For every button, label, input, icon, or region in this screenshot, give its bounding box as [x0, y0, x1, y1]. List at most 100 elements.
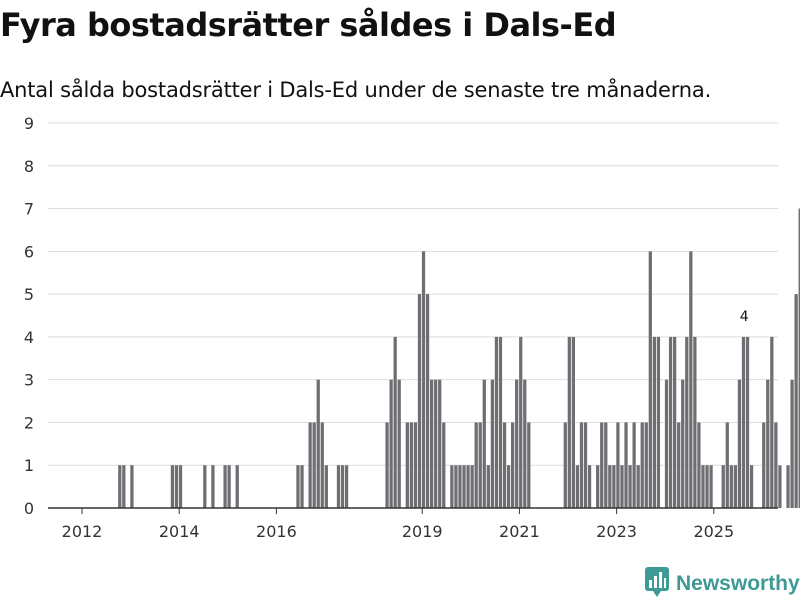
- bar: [745, 336, 750, 508]
- bar: [786, 465, 790, 508]
- bar: [478, 422, 482, 508]
- x-tick-label: 2019: [402, 522, 443, 541]
- bar: [417, 294, 422, 508]
- bar: [462, 465, 466, 508]
- y-tick-label: 0: [24, 499, 34, 518]
- bar: [385, 422, 389, 508]
- bar: [583, 422, 588, 508]
- bar: [612, 465, 616, 508]
- bar: [170, 465, 175, 508]
- bar: [211, 465, 215, 508]
- bar: [616, 422, 620, 508]
- bar: [587, 465, 592, 508]
- bar: [527, 422, 531, 508]
- bar-chart: 0 1 2 3 4 5 6 7 8 9 2012 2014 2016 2019 2021 2023 2025 4: [24, 114, 800, 541]
- bar: [470, 465, 474, 508]
- bar: [316, 379, 320, 508]
- bar: [624, 422, 628, 508]
- bar: [312, 422, 316, 508]
- bar: [523, 379, 527, 508]
- bar: [701, 465, 705, 508]
- bar: [174, 465, 179, 508]
- bar: [434, 379, 438, 508]
- chart-subtitle: Antal sålda bostadsrätter i Dals-Ed unde…: [0, 78, 712, 102]
- bar: [640, 422, 644, 508]
- bar: [393, 336, 397, 508]
- bar: [421, 251, 426, 508]
- bar: [130, 465, 134, 508]
- bar: [604, 422, 608, 508]
- bar: [227, 465, 231, 508]
- newsworthy-chart-icon: [644, 566, 670, 602]
- x-tick-label: 2016: [256, 522, 297, 541]
- bar: [705, 465, 709, 508]
- bar: [575, 465, 580, 508]
- bar: [709, 465, 713, 508]
- bar: [596, 465, 600, 508]
- bar: [425, 294, 430, 508]
- bar: [681, 379, 685, 508]
- bar: [413, 422, 418, 508]
- bar: [697, 422, 701, 508]
- newsworthy-wordmark: Newsworthy: [676, 572, 800, 595]
- bar: [519, 336, 523, 508]
- bar: [223, 465, 227, 508]
- y-tick-label: 8: [24, 157, 34, 176]
- bar: [308, 422, 312, 508]
- bar: [438, 379, 442, 508]
- bar: [608, 465, 612, 508]
- bar: [689, 251, 693, 508]
- bar: [741, 336, 746, 508]
- bar: [506, 465, 511, 508]
- bar: [673, 336, 677, 508]
- bar: [454, 465, 458, 508]
- bar: [118, 465, 122, 508]
- bar: [300, 465, 304, 508]
- x-tick-label: 2012: [62, 522, 103, 541]
- bar: [340, 465, 345, 508]
- bar: [567, 336, 571, 508]
- bar: [203, 465, 207, 508]
- bar: [466, 465, 470, 508]
- bar: [450, 465, 454, 508]
- bar: [770, 336, 774, 508]
- y-tick-label: 3: [24, 371, 34, 390]
- bar: [486, 465, 490, 508]
- bar: [579, 422, 584, 508]
- y-tick-label: 9: [24, 114, 34, 133]
- y-tick-label: 5: [24, 285, 34, 304]
- bar: [656, 336, 661, 508]
- bar: [563, 422, 567, 508]
- bar: [794, 294, 798, 508]
- bar: [685, 336, 689, 508]
- bar: [644, 422, 648, 508]
- bar: [737, 379, 742, 508]
- data-label: 4: [740, 309, 749, 325]
- bar: [235, 465, 239, 508]
- bar: [430, 379, 434, 508]
- bar: [628, 465, 632, 508]
- bar: [324, 465, 328, 508]
- x-tick-label: 2014: [159, 522, 200, 541]
- bar: [442, 422, 446, 508]
- bar: [725, 422, 729, 508]
- bar: [733, 465, 737, 508]
- bar: [502, 422, 507, 508]
- bar: [774, 422, 778, 508]
- bar: [482, 379, 486, 508]
- bar: [668, 336, 673, 508]
- bar: [664, 379, 669, 508]
- bar: [798, 208, 800, 508]
- y-tick-label: 4: [24, 328, 34, 347]
- bar: [571, 336, 575, 508]
- bar: [397, 379, 401, 508]
- bar: [474, 422, 478, 508]
- chart-title: Fyra bostadsrätter såldes i Dals-Ed: [0, 6, 617, 44]
- bar: [511, 422, 515, 508]
- x-tick-label: 2021: [499, 522, 540, 541]
- bar: [389, 379, 393, 508]
- bar: [344, 465, 349, 508]
- bar: [762, 422, 766, 508]
- newsworthy-logo[interactable]: Newsworthy: [644, 566, 800, 602]
- bar: [178, 465, 183, 508]
